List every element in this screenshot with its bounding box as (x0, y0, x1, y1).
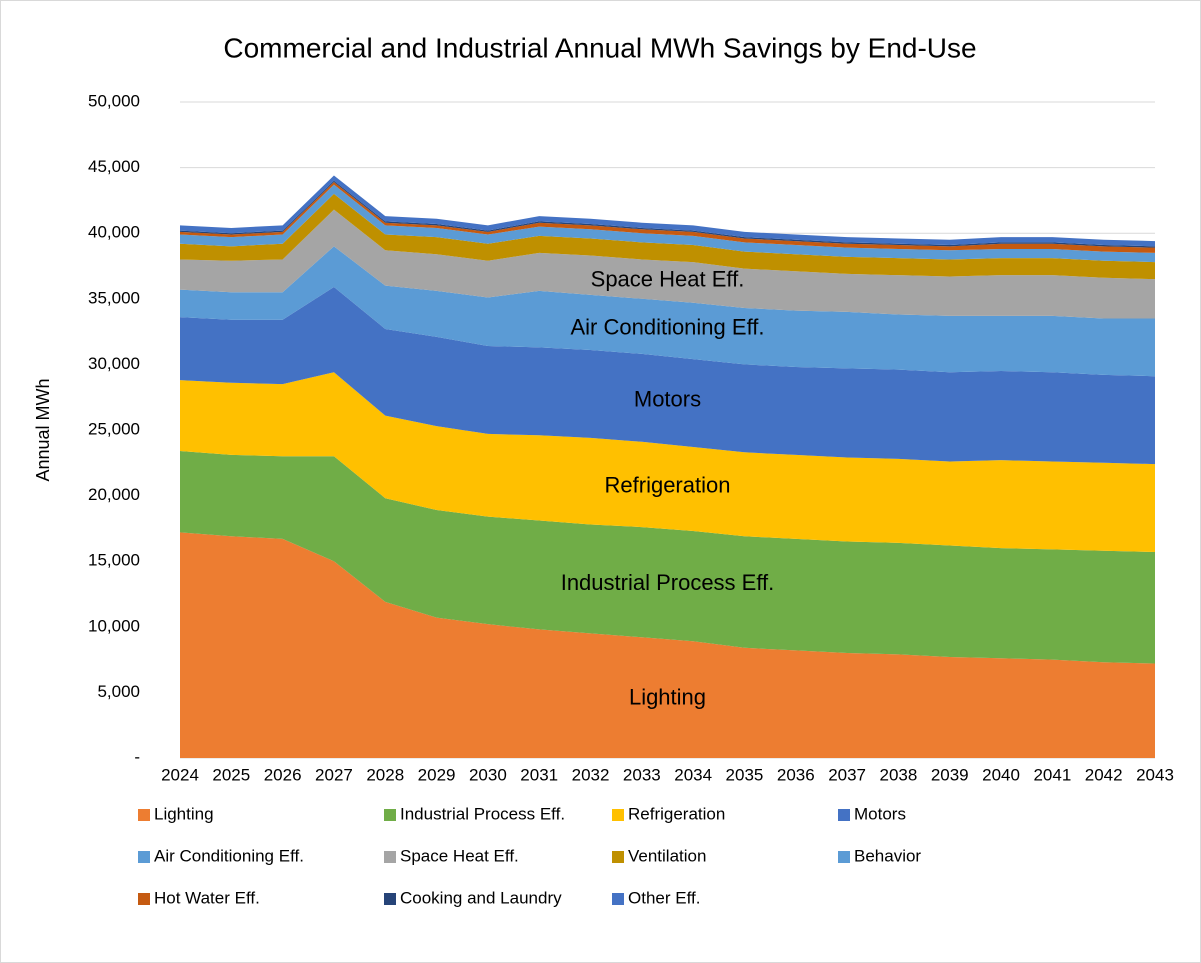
legend-label: Refrigeration (628, 804, 725, 823)
x-tick-label: 2032 (572, 765, 610, 784)
area (180, 182, 1155, 253)
area (180, 246, 1155, 377)
legend-swatch (612, 893, 624, 905)
area (180, 209, 1155, 319)
area (180, 532, 1155, 758)
x-tick-label: 2042 (1085, 765, 1123, 784)
x-tick-label: 2024 (161, 765, 199, 784)
y-tick-label: 35,000 (88, 288, 140, 307)
legend-label: Space Heat Eff. (400, 846, 519, 865)
area-label: Industrial Process Eff. (561, 570, 775, 595)
y-axis-label: Annual MWh (33, 378, 53, 481)
area-label: Space Heat Eff. (591, 267, 745, 292)
x-tick-label: 2033 (623, 765, 661, 784)
area (180, 193, 1155, 280)
area-label: Refrigeration (605, 473, 731, 498)
legend-label: Behavior (854, 846, 921, 865)
x-tick-label: 2029 (418, 765, 456, 784)
area-label: Motors (634, 386, 701, 411)
legend-label: Cooking and Laundry (400, 888, 562, 907)
legend-label: Hot Water Eff. (154, 888, 260, 907)
y-tick-label: 10,000 (88, 616, 140, 635)
x-tick-label: 2034 (674, 765, 712, 784)
chart-title: Commercial and Industrial Annual MWh Sav… (223, 32, 976, 63)
area-label: Lighting (629, 684, 706, 709)
legend-label: Industrial Process Eff. (400, 804, 565, 823)
x-tick-label: 2026 (264, 765, 302, 784)
area (180, 286, 1155, 465)
x-tick-label: 2041 (1033, 765, 1071, 784)
area (180, 175, 1155, 247)
legend-swatch (838, 851, 850, 863)
legend-label: Air Conditioning Eff. (154, 846, 304, 865)
legend-swatch (612, 851, 624, 863)
legend-label: Ventilation (628, 846, 706, 865)
area (180, 372, 1155, 553)
y-tick-label: 15,000 (88, 551, 140, 570)
x-tick-label: 2043 (1136, 765, 1174, 784)
x-tick-label: 2027 (315, 765, 353, 784)
x-tick-label: 2036 (777, 765, 815, 784)
legend-swatch (612, 809, 624, 821)
area (180, 180, 1155, 248)
area-label: Air Conditioning Eff. (570, 314, 764, 339)
area (180, 450, 1155, 664)
x-tick-label: 2040 (982, 765, 1020, 784)
legend-swatch (384, 809, 396, 821)
y-tick-label: 40,000 (88, 223, 140, 242)
y-tick-label: 45,000 (88, 157, 140, 176)
x-tick-label: 2035 (726, 765, 764, 784)
x-tick-label: 2031 (520, 765, 558, 784)
x-tick-label: 2038 (880, 765, 918, 784)
legend-label: Lighting (154, 804, 214, 823)
x-tick-label: 2030 (469, 765, 507, 784)
legend-swatch (138, 893, 150, 905)
y-tick-label: 5,000 (97, 682, 140, 701)
x-tick-label: 2037 (828, 765, 866, 784)
area (180, 184, 1155, 263)
legend-swatch (138, 809, 150, 821)
y-tick-label: - (134, 747, 140, 766)
legend-label: Motors (854, 804, 906, 823)
legend-swatch (838, 809, 850, 821)
legend-swatch (384, 893, 396, 905)
y-tick-label: 25,000 (88, 419, 140, 438)
legend-swatch (384, 851, 396, 863)
y-tick-label: 50,000 (88, 91, 140, 110)
x-tick-label: 2028 (366, 765, 404, 784)
legend-label: Other Eff. (628, 888, 700, 907)
y-tick-label: 30,000 (88, 354, 140, 373)
x-tick-label: 2025 (212, 765, 250, 784)
x-tick-label: 2039 (931, 765, 969, 784)
legend-swatch (138, 851, 150, 863)
y-tick-label: 20,000 (88, 485, 140, 504)
